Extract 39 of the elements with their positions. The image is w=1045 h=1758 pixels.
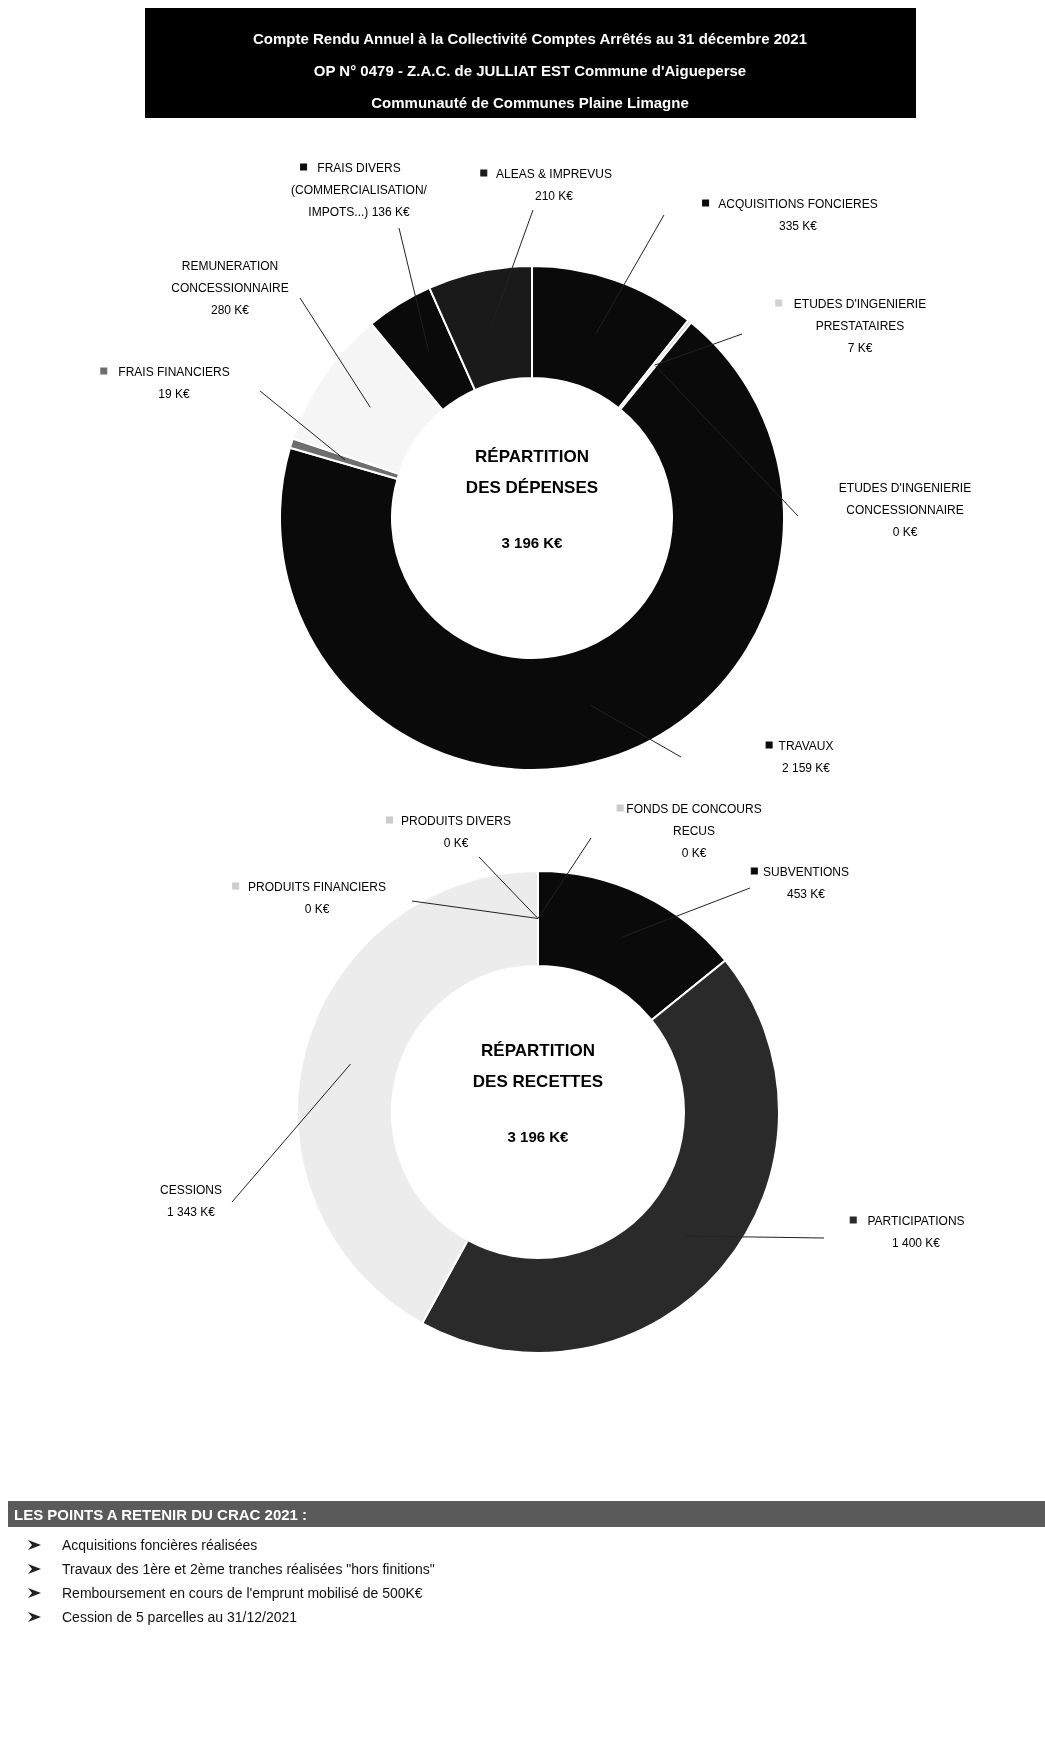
legend-label: PRODUITS FINANCIERS: [247, 880, 387, 894]
data-label: 1 343 K€: [166, 1205, 216, 1219]
slice-label: REMUNERATION CONCESSIONNAIRE: [171, 259, 289, 295]
slice-label: CESSIONS: [159, 1183, 223, 1197]
legend-label: PARTICIPATIONS: [867, 1214, 965, 1228]
data-label: 335 K€: [778, 219, 818, 233]
category-label: ETUDES D'INGENIERIE CONCESSIONNAIRE: [838, 481, 972, 517]
legend-label: FONDS DE CONCOURS RECUS: [626, 802, 762, 838]
data-label: 7 K€: [847, 341, 873, 355]
text: 0 K€: [892, 525, 918, 539]
text: Cession de 5 parcelles au 31/12/2021: [62, 1609, 298, 1625]
legend-label: ALEAS & IMPREVUS: [495, 167, 613, 181]
text: RÉPARTITION DES RECETTES: [472, 1041, 604, 1091]
data-label: 453 K€: [786, 887, 826, 901]
text: 3 196 K€: [507, 1128, 570, 1145]
text: 0 K€: [443, 836, 469, 850]
text: 0 K€: [304, 902, 330, 916]
text: LES POINTS A RETENIR DU CRAC 2021 :: [14, 1506, 308, 1523]
data-label: 19 K€: [158, 387, 191, 401]
text: Travaux des 1ère et 2ème tranches réalisées "hors finitions": [62, 1561, 435, 1577]
data-label: 280 K€: [210, 303, 250, 317]
text: OP N° 0479 - Z.A.C. de JULLIAT EST Commune d'Aigueperse: [313, 62, 747, 79]
text: Communauté de Communes Plaine Limagne: [371, 94, 689, 111]
legend-label: ACQUISITIONS FONCIERES: [718, 197, 878, 211]
data-label: 1 400 K€: [891, 1236, 941, 1250]
legend-label: PRODUITS DIVERS: [400, 814, 512, 828]
data-label: 2 159 K€: [781, 761, 831, 775]
legend-label: FRAIS DIVERS (COMMERCIALISATION/ IMPOTS...) 136 K€: [291, 161, 428, 219]
legend-label: TRAVAUX: [778, 739, 834, 753]
text: Acquisitions foncières réalisées: [62, 1537, 258, 1553]
text: 0 K€: [681, 846, 707, 860]
data-label: 210 K€: [534, 189, 574, 203]
legend-label: FRAIS FINANCIERS: [118, 365, 230, 379]
text: 3 196 K€: [501, 534, 564, 551]
legend-label: ETUDES D'INGENIERIE PRESTATAIRES: [793, 297, 927, 333]
text: Remboursement en cours de l'emprunt mobilisé de 500K€: [62, 1585, 423, 1601]
text: Compte Rendu Annuel à la Collectivité Comptes Arrêtés au 31 décembre 2021: [252, 30, 808, 47]
legend-label: SUBVENTIONS: [762, 865, 850, 879]
text: RÉPARTITION DES DÉPENSES: [465, 447, 599, 497]
